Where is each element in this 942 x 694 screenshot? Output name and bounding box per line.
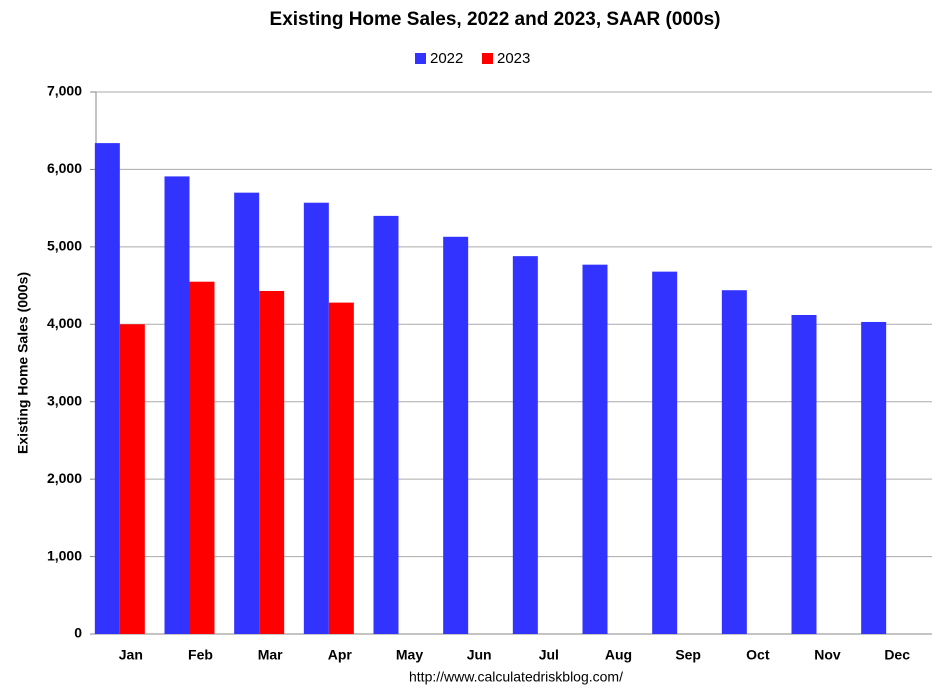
bar [861,321,887,634]
bar [328,302,354,634]
y-tick-label: 0 [74,625,82,641]
y-tick-label: 2,000 [47,470,82,486]
x-tick-label: Nov [814,647,841,663]
x-tick-label: Jul [539,647,559,663]
bar [164,176,190,634]
y-axis-label: Existing Home Sales (000s) [15,272,31,454]
bar [652,271,678,634]
legend-swatch [482,53,493,64]
bar [721,290,747,634]
x-tick-label: Mar [258,647,283,663]
x-tick-label: Apr [328,647,353,663]
x-tick-label: May [396,647,423,663]
x-tick-label: Feb [188,647,213,663]
source: http://www.calculatedriskblog.com/ [409,669,623,685]
legend-swatch [415,53,426,64]
bar [373,215,399,634]
bar [259,290,285,634]
legend-label: 2022 [430,50,463,67]
bar [582,264,608,634]
x-tick-label: Jan [119,647,143,663]
legend-label: 2023 [497,50,530,67]
bar [303,202,329,635]
x-tick-label: Sep [675,647,701,663]
bar [512,256,538,634]
y-tick-label: 5,000 [47,238,82,254]
bar [189,281,215,634]
chart-title: Existing Home Sales, 2022 and 2023, SAAR… [270,9,721,30]
y-tick-label: 7,000 [47,83,82,99]
x-tick-label: Aug [605,647,632,663]
bar [791,314,817,634]
bar [234,192,260,634]
x-tick-label: Oct [746,647,770,663]
bar [119,324,145,634]
x-tick-label: Dec [884,647,910,663]
x-tick-label: Jun [467,647,492,663]
bar [443,236,469,634]
y-tick-label: 1,000 [47,547,82,563]
y-tick-label: 6,000 [47,160,82,176]
y-tick-label: 4,000 [47,315,82,331]
y-tick-label: 3,000 [47,392,82,408]
bar [94,143,120,635]
